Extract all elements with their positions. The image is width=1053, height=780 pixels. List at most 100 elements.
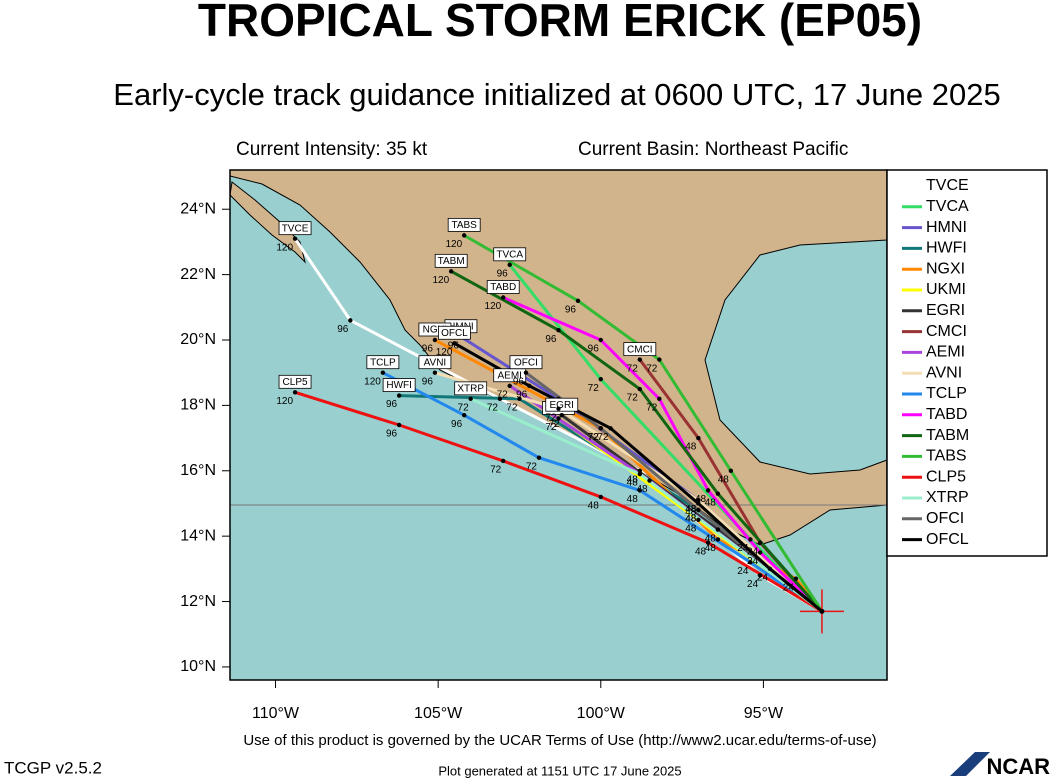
track-label: TCLP	[370, 357, 396, 368]
generated: Plot generated at 1151 UTC 17 June 2025	[438, 763, 681, 778]
hour-label: 24	[747, 556, 759, 567]
legend-label: OFCI	[926, 510, 964, 527]
track-label: CMCI	[627, 344, 653, 355]
hour-label: 48	[718, 474, 730, 485]
track-point	[647, 478, 652, 483]
hour-label: 48	[627, 474, 639, 485]
hour-label: 96	[448, 340, 460, 351]
track-point	[748, 537, 753, 542]
basin: Current Basin: Northeast Pacific	[578, 139, 848, 160]
hour-label: 48	[685, 442, 697, 453]
hour-label: 72	[545, 412, 557, 423]
track-point	[767, 566, 773, 572]
hour-label: 96	[386, 399, 398, 410]
hour-label: 48	[705, 533, 717, 544]
legend	[886, 169, 1048, 557]
track-point	[696, 435, 701, 441]
track-point	[637, 468, 643, 473]
track-point	[715, 491, 721, 496]
legend-label: OFCL	[926, 531, 969, 548]
hour-label: 48	[685, 514, 697, 525]
y-tick-label: 12°N	[180, 593, 216, 610]
hour-label: 72	[490, 465, 502, 476]
track-label-box	[509, 355, 543, 370]
track-point	[757, 550, 763, 555]
hour-label: 96	[451, 419, 463, 430]
track-label: HWFI	[386, 380, 412, 391]
version: TCGP v2.5.2	[4, 758, 102, 777]
legend-label: TVCA	[926, 198, 969, 215]
track-label: AVNI	[424, 357, 447, 368]
logo: NCAR	[986, 754, 1050, 779]
legend-label: NGXI	[926, 260, 965, 277]
track-point	[637, 386, 643, 392]
hour-label: 24	[737, 566, 749, 577]
hour-label: 96	[588, 344, 600, 355]
track-point	[380, 370, 386, 375]
track-point	[452, 341, 457, 346]
track-point	[396, 422, 402, 428]
track-label-box	[278, 221, 312, 236]
track-point	[757, 540, 763, 545]
y-tick-label: 22°N	[180, 266, 216, 283]
hour-label: 72	[588, 432, 600, 443]
hour-label: 96	[545, 334, 557, 345]
track-point	[432, 337, 438, 343]
legend-label: AEMI	[926, 344, 965, 361]
track-point	[468, 396, 473, 402]
y-tick-label: 14°N	[180, 527, 216, 544]
track-label-box	[447, 217, 481, 232]
track-label-box	[418, 355, 452, 370]
title: TROPICAL STORM ERICK (EP05)	[198, 0, 922, 46]
y-tick-label: 24°N	[180, 200, 216, 217]
hour-label: 48	[705, 543, 717, 554]
track-point	[461, 412, 467, 418]
track-label: NGXI	[423, 325, 447, 336]
intensity: Current Intensity: 35 kt	[236, 139, 428, 160]
hour-label: 96	[422, 344, 434, 355]
track-label: EGRI	[550, 400, 574, 411]
track	[502, 296, 823, 613]
hour-label: 72	[487, 402, 499, 413]
track-label-box	[486, 280, 520, 294]
track-label-box	[545, 397, 579, 412]
y-tick-label: 10°N	[180, 658, 216, 675]
hour-label: 72	[545, 422, 557, 433]
legend-label: TABD	[926, 406, 967, 423]
legend-label: TVCE	[926, 177, 969, 194]
hour-label: 24	[737, 543, 749, 554]
hour-label: 48	[627, 478, 639, 489]
hour-label: 96	[513, 376, 525, 387]
track-point	[793, 576, 799, 581]
legend-label: HWFI	[926, 240, 967, 257]
hour-label: 120	[485, 301, 502, 312]
track-label-box	[434, 253, 468, 268]
hour-label: 24	[747, 579, 759, 590]
hour-label: 48	[627, 494, 639, 505]
legend-label: HMNI	[926, 219, 967, 236]
track-point	[696, 517, 701, 523]
hour-label: 72	[497, 389, 509, 400]
track-point	[396, 393, 402, 398]
track-label: XTRP	[457, 383, 484, 394]
x-tick-label: 100°W	[577, 705, 626, 722]
hour-label: 48	[685, 514, 697, 525]
storm-center-dot	[819, 608, 825, 614]
track-point	[497, 396, 503, 402]
y-tick-label: 18°N	[180, 397, 216, 414]
track-point	[637, 471, 643, 477]
hour-label: 96	[337, 324, 349, 335]
track-point	[715, 537, 721, 542]
track-label-box	[366, 355, 400, 370]
hour-label: 24	[757, 572, 769, 583]
track-point	[507, 262, 512, 268]
hour-label: 96	[565, 304, 577, 315]
track-point	[507, 383, 512, 388]
track-point	[696, 507, 701, 513]
track-point	[757, 573, 763, 578]
track-point	[559, 412, 564, 418]
track-label: TVCE	[282, 223, 309, 234]
track-point	[696, 497, 701, 503]
track-point	[748, 560, 753, 565]
